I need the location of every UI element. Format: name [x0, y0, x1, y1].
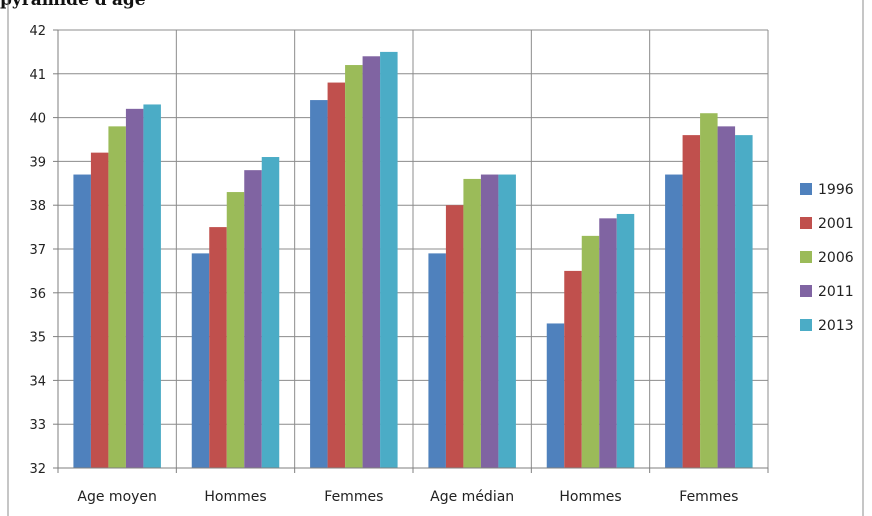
- bar-2001-1: [209, 227, 227, 468]
- bar-2011-1: [244, 170, 262, 468]
- bar-2006-4: [581, 235, 600, 468]
- chart-border: [7, 0, 864, 516]
- bar-1996-1: [191, 253, 210, 468]
- bar-2006-0: [108, 126, 126, 469]
- bar-2001-4: [564, 270, 582, 468]
- y-tick-label: 34: [29, 374, 46, 389]
- legend-label-2006: 2006: [818, 250, 854, 266]
- legend: 1996 2001 2006 2011 2013: [800, 182, 854, 334]
- legend-label-1996: 1996: [818, 182, 854, 198]
- x-category-label: Femmes: [679, 489, 738, 505]
- x-category-label: Hommes: [559, 489, 621, 505]
- x-category-label: Femmes: [324, 489, 383, 505]
- bar-2013-2: [380, 51, 398, 469]
- bar-2001-2: [327, 82, 346, 468]
- legend-label-2011: 2011: [818, 284, 854, 300]
- chart-title: pyramide d'âge: [0, 0, 146, 10]
- legend-swatch-2013: [800, 319, 812, 331]
- bar-2011-4: [599, 218, 617, 468]
- bar-2011-3: [480, 174, 499, 469]
- bar-2013-1: [261, 157, 280, 468]
- bar-2006-1: [226, 192, 245, 468]
- x-category-label: Age moyen: [77, 489, 157, 505]
- legend-swatch-2006: [800, 251, 812, 263]
- y-tick-label: 40: [29, 112, 46, 127]
- axes: [53, 29, 769, 473]
- y-tick-label: 41: [29, 68, 46, 83]
- legend-label-2001: 2001: [818, 216, 854, 232]
- legend-label-2013: 2013: [818, 318, 854, 334]
- plot-frame: [7, 0, 864, 516]
- bar-1996-2: [310, 100, 328, 468]
- y-tick-label: 32: [29, 462, 46, 477]
- y-tick-label: 36: [29, 287, 46, 302]
- bar-2011-5: [717, 126, 736, 469]
- bar-1996-5: [665, 174, 683, 469]
- y-tick-label: 38: [29, 199, 46, 214]
- bar-1996-3: [428, 253, 446, 468]
- y-tick-label: 37: [29, 243, 46, 258]
- x-axis-categories: Age moyen Hommes Femmes Age médian Hommes Fem…: [77, 489, 738, 505]
- bar-2001-3: [445, 205, 464, 468]
- bar-2001-0: [90, 152, 109, 468]
- x-category-label: Age médian: [430, 489, 514, 505]
- bar-2006-5: [700, 113, 718, 468]
- bar-2001-5: [682, 135, 701, 468]
- bar-1996-0: [73, 174, 91, 469]
- gridlines: [57, 29, 769, 469]
- y-tick-label: 42: [29, 24, 46, 39]
- bar-2013-4: [616, 213, 635, 468]
- legend-swatch-2011: [800, 285, 812, 297]
- x-category-label: Hommes: [204, 489, 266, 505]
- bar-2006-3: [463, 178, 481, 469]
- bar-2013-5: [735, 135, 753, 468]
- legend-swatch-2001: [800, 217, 812, 229]
- y-tick-label: 35: [29, 331, 46, 346]
- bar-1996-4: [546, 323, 565, 468]
- bar-group: [73, 51, 753, 469]
- y-tick-label: 33: [29, 418, 46, 433]
- legend-swatch-1996: [800, 183, 812, 195]
- bar-2013-3: [498, 174, 516, 469]
- y-axis-ticks: 32 33 34 35 36 37 38 39 40 41 42: [29, 24, 46, 477]
- bar-2006-2: [345, 65, 363, 468]
- bar-2011-2: [362, 56, 381, 468]
- bar-2011-0: [125, 108, 144, 468]
- y-tick-label: 39: [29, 155, 46, 170]
- bar-2013-0: [143, 104, 161, 469]
